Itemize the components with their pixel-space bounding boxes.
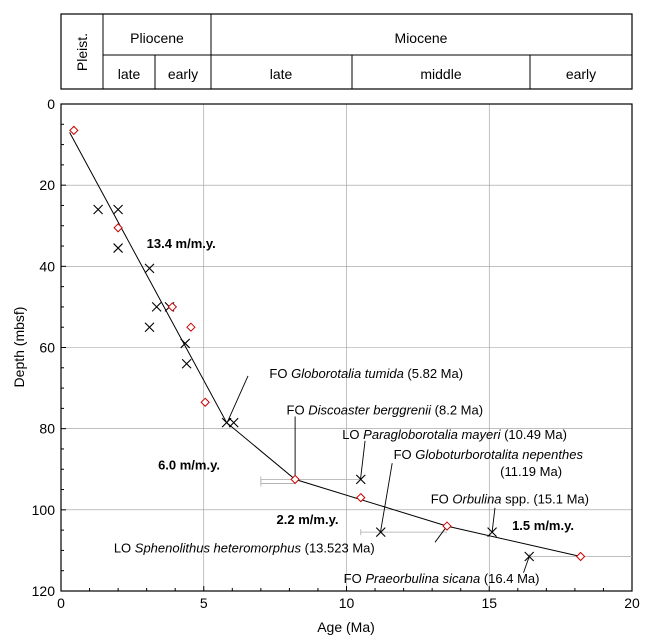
datum-label: FO Globorotalia tumida (5.82 Ma) xyxy=(269,366,463,381)
rate-label: 1.5 m/m.y. xyxy=(512,518,574,533)
subepoch-label: early xyxy=(566,66,596,82)
diamond-marker xyxy=(442,521,452,531)
x-tick-label: 15 xyxy=(481,595,497,611)
axis-ticks: 0 5 10 15 20 0 20 40 60 80 100 120 xyxy=(32,96,640,611)
epoch-label: Pliocene xyxy=(130,30,184,46)
annotation-leader xyxy=(523,556,530,573)
annotation-leader xyxy=(360,440,366,480)
datum-label: LO Paragloborotalia mayeri (10.49 Ma) xyxy=(342,427,567,442)
x-marker xyxy=(487,527,497,538)
y-tick-label: 80 xyxy=(39,421,55,437)
x-tick-label: 20 xyxy=(624,595,640,611)
diamond-marker xyxy=(200,397,210,407)
diamond-marker xyxy=(356,492,366,503)
diamond-marker xyxy=(575,551,586,562)
subepoch-label: late xyxy=(270,66,293,82)
grid xyxy=(61,104,632,591)
x-marker xyxy=(181,358,192,369)
x-marker xyxy=(375,527,386,538)
y-axis-label: Depth (mbsf) xyxy=(11,307,27,388)
diamond-marker xyxy=(113,223,123,233)
annotation-leader xyxy=(491,507,496,533)
x-marker xyxy=(144,263,155,274)
subepoch-label: late xyxy=(118,66,141,82)
rate-label: 6.0 m/m.y. xyxy=(158,457,220,472)
diamond-marker xyxy=(167,302,178,312)
diamond-marker xyxy=(69,125,79,136)
y-tick-label: 0 xyxy=(47,96,55,112)
y-tick-label: 40 xyxy=(39,258,55,274)
x-marker xyxy=(113,243,123,253)
x-marker xyxy=(93,204,104,215)
datum-label: FO Globoturborotalita nepenthes xyxy=(394,447,584,462)
x-marker xyxy=(144,322,155,333)
x-axis-label: Age (Ma) xyxy=(317,619,375,635)
y-tick-label: 100 xyxy=(32,502,56,518)
datum-label: FO Praeorbulina sicana (16.4 Ma) xyxy=(344,571,540,586)
diamond-marker xyxy=(290,474,300,485)
rate-label: 13.4 m/m.y. xyxy=(147,236,216,251)
y-tick-label: 120 xyxy=(32,583,56,599)
x-marker xyxy=(113,204,123,215)
y-tick-label: 60 xyxy=(39,340,55,356)
y-tick-label: 20 xyxy=(39,177,55,193)
stratigraphy-header: Pleist. Pliocene Miocene late early late middl… xyxy=(60,13,633,90)
annotation-leader xyxy=(380,463,393,533)
annotation-leaders xyxy=(226,375,530,573)
annotations: FO Globorotalia tumida (5.82 Ma) FO Disco… xyxy=(114,236,589,586)
datum-label: FO Orbulina spp. (15.1 Ma) xyxy=(431,492,589,507)
header-frame xyxy=(60,13,633,90)
subepoch-label: middle xyxy=(420,66,461,82)
x-marker xyxy=(355,474,366,485)
subepoch-label: early xyxy=(168,66,198,82)
data-points xyxy=(69,125,586,562)
epoch-label: Miocene xyxy=(395,30,448,46)
epoch-label: Pleist. xyxy=(74,33,90,71)
x-marker xyxy=(221,417,232,428)
datum-label: FO Discoaster berggrenii (8.2 Ma) xyxy=(287,402,484,417)
x-marker xyxy=(180,338,191,349)
diamond-marker xyxy=(186,322,196,332)
datum-label: LO Sphenolithus heteromorphus (13.523 Ma… xyxy=(114,540,375,555)
x-tick-label: 5 xyxy=(200,595,208,611)
x-tick-label: 0 xyxy=(57,595,65,611)
x-tick-label: 10 xyxy=(339,595,355,611)
x-marker xyxy=(524,551,535,562)
x-marker xyxy=(228,417,239,428)
datum-label-age: (11.19 Ma) xyxy=(500,464,562,479)
rate-label: 2.2 m/m.y. xyxy=(277,512,339,527)
x-marker xyxy=(151,302,162,312)
annotation-leader xyxy=(226,375,249,423)
